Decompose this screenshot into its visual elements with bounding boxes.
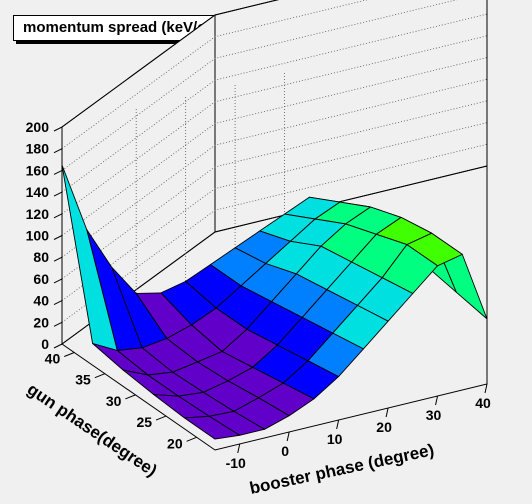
x-tick	[435, 395, 439, 406]
z-grid-line	[61, 100, 488, 280]
z-grid-line	[61, 13, 488, 193]
y-tick-label: 25	[136, 414, 152, 430]
z-grid-line	[61, 35, 488, 215]
y-tick	[94, 373, 106, 379]
z-tick	[53, 126, 63, 132]
z-tick-label: 40	[33, 293, 49, 309]
plot-frame	[61, 0, 488, 451]
z-tick-label: 160	[26, 162, 50, 178]
z-tick	[53, 278, 63, 284]
z-grid-line	[61, 57, 488, 236]
top-edge	[61, 14, 216, 128]
x-tick-label: 30	[426, 407, 442, 423]
y-tick	[155, 415, 167, 421]
z-grid-line	[61, 122, 488, 301]
y-tick	[186, 436, 197, 442]
x-tick	[484, 383, 488, 394]
z-tick	[53, 148, 63, 154]
z-tick-label: 60	[33, 271, 49, 287]
z-grid-line	[61, 0, 458, 171]
z-tick-label: 0	[41, 336, 49, 352]
surface-mesh	[61, 164, 488, 440]
y-tick-label: 30	[106, 393, 122, 409]
chart-title: momentum spread (keV/c)	[13, 15, 221, 41]
z-tick-label: 20	[33, 314, 49, 330]
z-tick	[53, 169, 63, 175]
z-tick-label: 200	[26, 119, 50, 135]
z-tick-label: 180	[26, 141, 50, 157]
x-tick	[385, 407, 389, 418]
z-tick	[53, 235, 63, 240]
floor-outline	[61, 165, 488, 451]
top-edge	[214, 0, 279, 16]
z-tick-label: 140	[26, 184, 50, 200]
z-tick	[53, 343, 63, 349]
x-axis-title: booster phase (degree)	[248, 440, 436, 498]
x-tick-label: 20	[376, 419, 392, 435]
z-tick	[53, 191, 63, 197]
x-tick-label: 0	[281, 443, 289, 459]
z-tick	[53, 300, 63, 306]
x-tick	[336, 419, 340, 430]
z-tick-label: 80	[33, 249, 49, 265]
z-grid-line	[61, 0, 368, 150]
z-tick	[53, 213, 63, 219]
x-tick	[237, 443, 241, 454]
z-tick	[53, 321, 63, 327]
surface-cell	[183, 415, 241, 440]
z-grid-line	[61, 78, 488, 258]
y-tick-label: 35	[75, 372, 91, 388]
x-tick-label: 40	[475, 395, 491, 411]
z-tick-label: 100	[26, 228, 50, 244]
y-tick	[125, 394, 136, 400]
right-back-wall	[214, 0, 488, 233]
z-tick	[53, 256, 63, 262]
z-tick-label: 120	[26, 206, 50, 222]
x-tick-label: 10	[327, 431, 343, 447]
x-tick-label: -10	[226, 455, 246, 471]
y-tick-label: 40	[45, 350, 61, 366]
y-tick-label: 20	[167, 435, 183, 451]
x-tick	[286, 431, 290, 442]
y-tick	[64, 352, 75, 357]
